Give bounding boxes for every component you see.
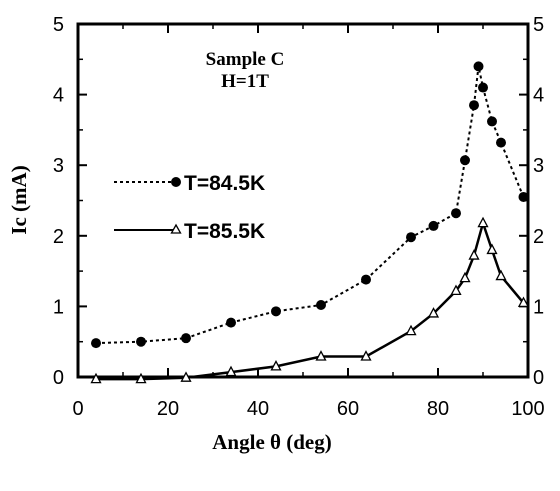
data-point-series-1 [469, 100, 479, 111]
data-point-series-1 [181, 333, 191, 344]
legend-label-series-1: T=84.5K [184, 172, 265, 195]
data-point-series-2 [427, 307, 440, 318]
x-tick-label: 60 [337, 398, 359, 420]
data-point-series-2 [450, 284, 462, 296]
data-point-series-1 [518, 191, 529, 202]
y-tick-label-right: 2 [533, 226, 544, 248]
data-point-series-2 [459, 271, 471, 283]
annotation-field: H=1T [221, 71, 269, 92]
x-axis-title: Angle θ (deg) [212, 430, 331, 454]
y-tick-label-right: 5 [533, 14, 544, 36]
data-point-series-2 [486, 243, 498, 255]
y-tick-label: 4 [53, 85, 64, 107]
x-tick-label: 0 [72, 398, 83, 420]
legend-marker-series-2 [170, 223, 182, 234]
data-point-series-2 [315, 350, 327, 361]
data-point-series-2 [225, 365, 237, 377]
x-tick-label: 20 [157, 398, 179, 420]
series-line-2 [96, 218, 525, 381]
legend-label-series-2: T=85.5K [184, 220, 265, 243]
data-point-series-1 [478, 82, 488, 93]
data-point-series-2 [477, 216, 489, 228]
data-point-series-1 [361, 274, 371, 285]
y-tick-label-right: 1 [533, 296, 544, 318]
data-point-series-2 [270, 360, 282, 371]
x-tick-label: 80 [427, 398, 449, 420]
axis-ticks [77, 23, 529, 378]
data-point-series-1 [428, 220, 439, 231]
y-tick-label-right: 0 [533, 367, 544, 389]
data-point-series-2 [517, 296, 530, 308]
series-layer [90, 61, 530, 384]
y-axis-title: Ic (mA) [7, 165, 31, 234]
data-point-series-2 [180, 371, 192, 382]
y-tick-label-right: 4 [533, 85, 544, 107]
data-point-series-1 [451, 208, 461, 219]
data-point-series-2 [135, 372, 147, 384]
data-point-series-1 [406, 232, 416, 243]
data-point-series-1 [271, 306, 281, 317]
y-tick-label: 1 [53, 296, 64, 318]
plot-frame [76, 22, 530, 379]
data-point-series-1 [496, 137, 506, 148]
annotation-sample: Sample C [206, 49, 285, 70]
data-point-series-1 [316, 299, 326, 310]
x-tick-label: 100 [511, 398, 544, 420]
y-tick-label: 5 [53, 14, 64, 36]
data-point-series-1 [91, 338, 101, 349]
legend: T=84.5K T=85.5K [114, 172, 265, 243]
data-point-series-1 [226, 317, 236, 328]
data-point-series-1 [487, 116, 497, 127]
data-point-series-1 [136, 336, 146, 347]
data-point-series-2 [495, 269, 507, 281]
legend-marker-series-1 [171, 177, 181, 187]
x-tick-label: 40 [247, 398, 269, 420]
y-tick-label: 2 [53, 226, 64, 248]
data-point-series-2 [468, 249, 480, 260]
data-point-series-2 [360, 350, 372, 361]
y-tick-label: 3 [53, 155, 64, 177]
data-point-series-2 [90, 372, 102, 384]
y-tick-label: 0 [53, 367, 64, 389]
data-point-series-1 [473, 61, 484, 72]
series-line-1 [95, 66, 525, 345]
y-tick-label-right: 3 [533, 155, 544, 177]
data-point-series-1 [460, 155, 470, 166]
data-point-series-2 [405, 324, 417, 336]
